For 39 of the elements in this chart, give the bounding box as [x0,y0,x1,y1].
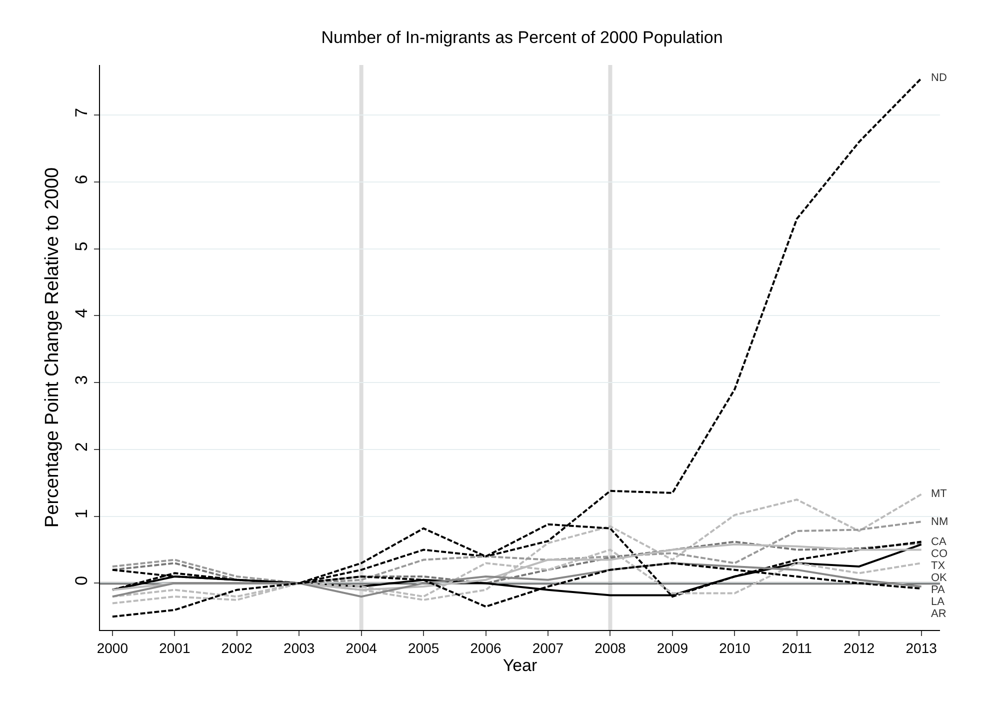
y-axis-title: Percentage Point Change Relative to 2000 [42,167,64,528]
line-series [111,493,922,601]
series-label: TX [931,560,946,572]
x-tick-label: 2005 [408,640,440,656]
x-tick-label: 2006 [470,640,502,656]
y-tick-label: 6 [72,174,92,184]
line-series [111,520,922,584]
x-tick-label: 2010 [719,640,750,656]
x-tick-label: 2007 [532,640,564,656]
x-tick-label: 2011 [782,640,812,656]
line-series [111,540,922,584]
x-axis-title: Year [502,656,538,675]
x-tick-label: 2004 [346,640,378,656]
x-tick-label: 2012 [844,640,875,656]
text: PA [931,584,946,596]
series-label: MT [931,488,948,500]
y-tick-label: 3 [72,375,92,385]
x-tick-label: 2002 [221,640,253,656]
x-tick-label: 2000 [96,640,128,656]
text: OK [931,572,948,584]
series-label: CA [931,536,947,548]
y-tick-label: 0 [72,576,92,586]
x-tick-label: 2009 [656,640,688,656]
series-label: LA [931,596,946,608]
y-tick-label: 1 [72,509,92,519]
y-tick-label: 7 [72,108,92,118]
y-tick-label: 4 [72,308,92,318]
series-label: AR [931,608,946,620]
series-label: ND [931,72,947,84]
x-tick-label: 2013 [906,640,938,656]
chart-title: Number of In-migrants as Percent of 2000 Population [321,28,723,47]
y-tick-label: 5 [72,242,92,252]
x-tick-label: 2003 [284,640,315,656]
line-series [111,562,922,598]
x-tick-label: 2008 [594,640,626,656]
series-label: NM [931,516,948,528]
x-tick-label: 2001 [159,640,190,656]
series-label: CO [931,548,948,560]
y-tick-label: 2 [72,442,92,452]
